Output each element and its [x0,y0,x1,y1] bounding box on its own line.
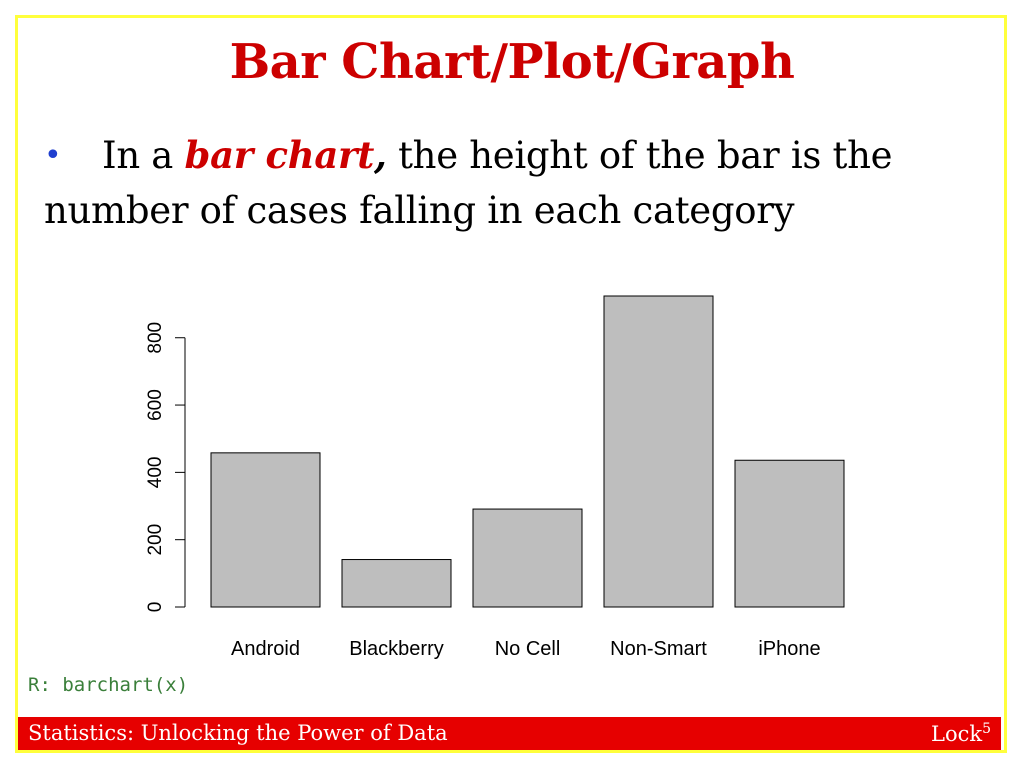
bullet-marker: • [44,138,62,173]
bar-non-smart [603,295,714,608]
x-category-label: No Cell [495,638,561,660]
slide-frame [15,15,1007,753]
footer-course-title: Statistics: Unlocking the Power of Data [28,721,448,745]
y-tick-label: 200 [145,524,166,556]
code-note: R: barchart(x) [28,674,189,696]
bar-iphone [734,459,845,608]
footer-bar: Statistics: Unlocking the Power of Data … [18,717,1001,750]
y-tick-label: 800 [145,322,166,354]
bar-no-cell [472,508,583,608]
bullet-point: • In a bar chart, the height of the bar i… [44,128,974,238]
x-category-label: Non-Smart [610,638,707,660]
bullet-comma: , [374,133,387,177]
y-tick-label: 600 [145,389,166,421]
footer-author-sup: 5 [982,721,991,737]
bar-blackberry [341,559,452,608]
bullet-suffix: the height of the bar is the number of c… [44,134,893,232]
x-category-label: iPhone [758,638,820,660]
x-category-label: Blackberry [349,638,443,660]
bullet-emphasis: bar chart [184,133,375,177]
footer-author-name: Lock [931,722,983,746]
slide-title: Bar Chart/Plot/Graph [229,34,795,90]
x-category-label: Android [231,638,300,660]
y-tick-label: 400 [145,457,166,489]
y-tick-label: 0 [145,602,166,613]
footer-author: Lock5 [931,721,991,746]
bullet-prefix: In a [102,134,185,177]
bar-android [210,452,321,608]
